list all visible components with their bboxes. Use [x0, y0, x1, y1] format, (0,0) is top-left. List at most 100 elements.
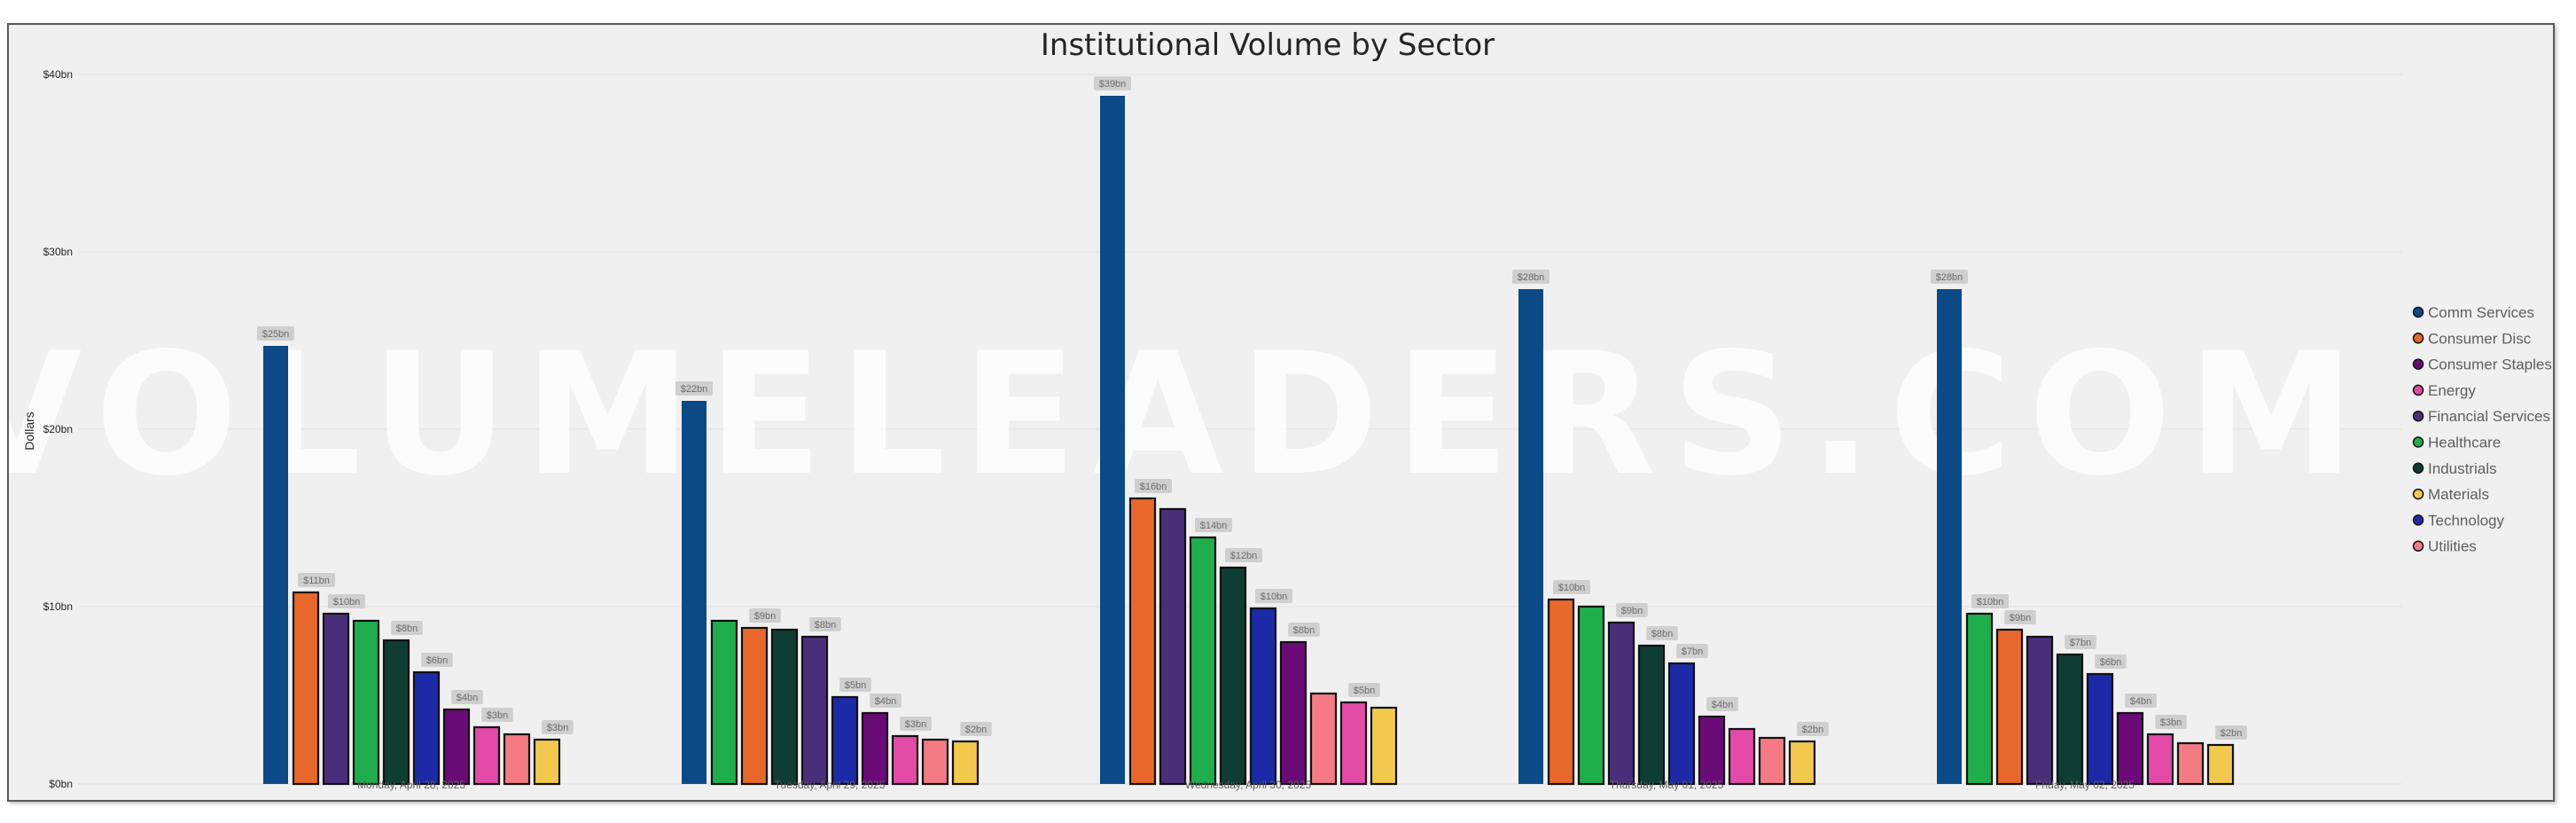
bar[interactable] [1788, 740, 1816, 786]
data-label: $10bn [1261, 592, 1288, 602]
data-label-bg [2125, 694, 2157, 708]
legend-item-label[interactable]: Utilities [2428, 538, 2477, 555]
data-label: $3bn [2160, 717, 2182, 728]
bar[interactable] [921, 738, 949, 786]
legend-item-label[interactable]: Energy [2428, 382, 2476, 399]
bar[interactable] [1637, 644, 1666, 786]
bar[interactable] [1937, 289, 1962, 784]
bar[interactable] [1159, 507, 1187, 786]
data-label: $3bn [547, 723, 568, 733]
y-tick-label: $30bn [43, 246, 73, 258]
legend-item-label[interactable]: Healthcare [2428, 435, 2501, 451]
x-tick-label: Friday, May 02, 2025 [2035, 779, 2135, 791]
legend[interactable]: Comm Services Consumer Disc Consumer Stapl… [2412, 304, 2552, 555]
legend-swatch[interactable] [2412, 488, 2424, 500]
data-label-bg [1348, 683, 1380, 697]
data-label-bg [1553, 580, 1590, 594]
bar[interactable] [1995, 628, 2024, 786]
data-label: $4bn [875, 696, 896, 707]
bar[interactable] [2026, 635, 2054, 786]
bar[interactable] [322, 612, 350, 786]
bar[interactable] [1667, 662, 1696, 786]
data-label-bg [451, 690, 483, 704]
bar[interactable] [1728, 727, 1756, 786]
bar[interactable] [770, 628, 799, 786]
legend-swatch[interactable] [2412, 358, 2424, 370]
legend-item-label[interactable]: Consumer Disc [2428, 330, 2532, 347]
bar[interactable] [352, 619, 380, 786]
bar[interactable] [2116, 711, 2144, 786]
bar[interactable] [263, 346, 288, 784]
data-label-bg [1971, 594, 2009, 608]
bar[interactable] [442, 708, 471, 786]
bar[interactable] [2206, 743, 2235, 786]
bar[interactable] [2086, 672, 2114, 786]
bar[interactable] [1547, 598, 1575, 786]
bar[interactable] [1219, 566, 1247, 786]
data-label: $8bn [396, 623, 418, 634]
legend-swatch[interactable] [2412, 410, 2424, 422]
legend-swatch[interactable] [2412, 436, 2424, 448]
data-label: $2bn [1802, 725, 1823, 735]
bar[interactable] [1279, 640, 1308, 786]
bar[interactable] [503, 733, 531, 786]
data-label-bg [809, 617, 841, 631]
bar[interactable] [1100, 96, 1125, 784]
data-label-bg [542, 720, 574, 734]
legend-item-label[interactable]: Materials [2428, 486, 2489, 503]
bar[interactable] [1309, 692, 1338, 786]
bar[interactable] [1370, 706, 1398, 786]
bar[interactable] [682, 401, 706, 784]
legend-item-label[interactable]: Financial Services [2428, 408, 2550, 425]
bar[interactable] [292, 591, 320, 786]
data-label: $4bn [2130, 696, 2151, 707]
legend-swatch[interactable] [2412, 462, 2424, 474]
bar[interactable] [1607, 621, 1635, 786]
data-label-bg [900, 717, 932, 731]
bar[interactable] [1189, 536, 1217, 786]
data-label: $6bn [426, 655, 448, 666]
legend-swatch[interactable] [2412, 306, 2424, 318]
data-label: $6bn [2100, 657, 2121, 668]
legend-item-label[interactable]: Consumer Staples [2428, 357, 2552, 373]
bar[interactable] [2146, 733, 2174, 786]
bar[interactable] [2176, 741, 2205, 786]
bar[interactable] [1249, 607, 1277, 786]
bar[interactable] [1339, 701, 1368, 786]
data-label: $10bn [1977, 597, 2004, 607]
legend-swatch[interactable] [2412, 514, 2424, 526]
bar[interactable] [891, 734, 919, 786]
bar[interactable] [1518, 289, 1543, 784]
legend-swatch[interactable] [2412, 333, 2424, 344]
legend-swatch[interactable] [2412, 540, 2424, 552]
bar[interactable] [1965, 612, 1994, 786]
data-label-bg [675, 381, 713, 396]
bar[interactable] [951, 740, 980, 786]
y-tick-label: $0bn [49, 778, 73, 790]
legend-swatch[interactable] [2412, 384, 2424, 396]
bar[interactable] [831, 695, 859, 786]
data-label: $2bn [2221, 728, 2242, 739]
data-label: $28bn [1518, 272, 1545, 283]
bar[interactable] [861, 711, 889, 786]
data-label-bg [1225, 548, 1262, 562]
bar[interactable] [800, 635, 829, 786]
bar[interactable] [1758, 736, 1786, 786]
legend-item-label[interactable]: Industrials [2428, 460, 2496, 477]
legend-item-label[interactable]: Technology [2428, 512, 2505, 529]
legend-item-label[interactable]: Comm Services [2428, 304, 2534, 321]
bar[interactable] [1698, 715, 1726, 786]
bar[interactable] [472, 725, 501, 786]
x-axis-ticks: Monday, April 28, 2025 Tuesday, April 29,… [357, 779, 2135, 791]
bar[interactable] [1128, 497, 1157, 786]
bar[interactable] [2056, 653, 2084, 786]
bar[interactable] [740, 626, 769, 786]
bar[interactable] [382, 639, 410, 786]
data-label: $3bn [487, 710, 508, 721]
bars: $25bn $11bn $10bn $8bn $6bn $4bn $3bn $3bn $22bn… [257, 76, 2247, 786]
bar[interactable] [533, 738, 561, 786]
bar[interactable] [412, 670, 441, 786]
data-label-bg [1094, 76, 1131, 90]
bar[interactable] [1577, 605, 1605, 786]
bar[interactable] [710, 619, 738, 786]
